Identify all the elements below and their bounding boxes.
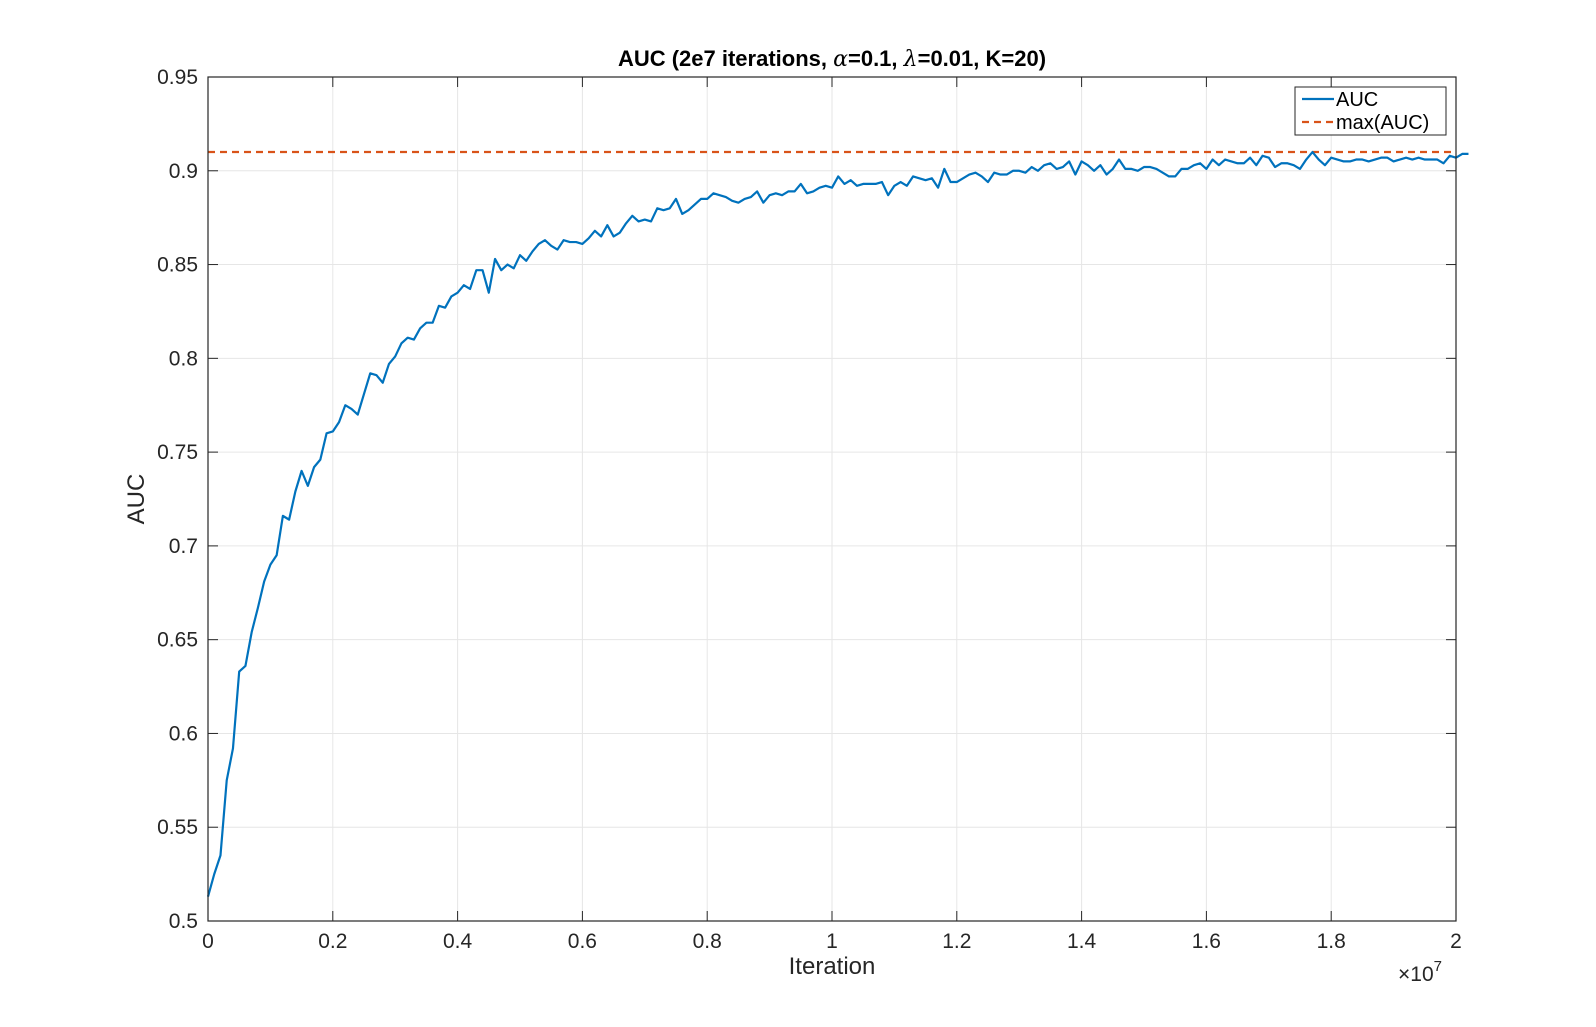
x-tick-label: 0.6 bbox=[568, 930, 597, 953]
x-tick-label: 1.2 bbox=[942, 930, 971, 953]
legend-label-max-auc: max(AUC) bbox=[1336, 112, 1429, 134]
y-tick-label: 0.6 bbox=[169, 722, 198, 745]
legend: AUC max(AUC) bbox=[1294, 86, 1447, 136]
title-prefix: AUC (2e7 iterations, bbox=[618, 46, 833, 71]
series-line-auc bbox=[206, 150, 1469, 897]
grid bbox=[208, 77, 1456, 921]
y-tick-label: 0.7 bbox=[169, 535, 198, 558]
axes-box bbox=[207, 76, 1457, 922]
y-tick-label: 0.9 bbox=[169, 160, 198, 183]
x-tick-label: 0.4 bbox=[443, 930, 473, 953]
series bbox=[206, 150, 1469, 897]
title-lambda-symbol: λ bbox=[903, 47, 918, 72]
y-tick-labels: 0.5 0.55 0.6 0.65 0.7 0.75 0.8 0.85 0.9 0.95 bbox=[157, 66, 198, 933]
x-exponent-power: 7 bbox=[1434, 958, 1442, 975]
title-alpha-symbol: α bbox=[833, 47, 848, 72]
x-tick-label: 0.8 bbox=[693, 930, 722, 953]
x-tick-label: 1 bbox=[826, 930, 838, 953]
x-exponent-base: ×10 bbox=[1398, 963, 1434, 986]
y-tick-label: 0.55 bbox=[157, 816, 198, 839]
y-tick-label: 0.5 bbox=[169, 910, 198, 933]
y-tick-label: 0.95 bbox=[157, 66, 198, 89]
title-middle: =0.1, bbox=[848, 46, 904, 71]
y-tick-label: 0.85 bbox=[157, 254, 198, 277]
x-tick-label: 1.8 bbox=[1317, 930, 1346, 953]
y-tick-label: 0.65 bbox=[157, 629, 198, 652]
x-tick-labels: 0 0.2 0.4 0.6 0.8 1 1.2 1.4 1.6 1.8 2 bbox=[202, 930, 1462, 953]
x-axis-label: Iteration bbox=[789, 953, 876, 980]
x-tick-label: 2 bbox=[1450, 930, 1462, 953]
title-suffix: =0.01, K=20) bbox=[918, 46, 1046, 71]
y-tick-label: 0.8 bbox=[169, 347, 198, 370]
chart-title: AUC (2e7 iterations, α=0.1, λ=0.01, K=20… bbox=[618, 46, 1046, 72]
legend-box bbox=[1294, 86, 1447, 136]
x-tick-label: 0 bbox=[202, 930, 214, 953]
legend-label-auc: AUC bbox=[1336, 89, 1378, 111]
y-tick-label: 0.75 bbox=[157, 441, 198, 464]
x-tick-label: 1.4 bbox=[1067, 930, 1097, 953]
x-tick-label: 0.2 bbox=[318, 930, 347, 953]
x-exponent-label: ×107 bbox=[1398, 958, 1442, 986]
x-tick-label: 1.6 bbox=[1192, 930, 1221, 953]
y-axis-label: AUC bbox=[123, 474, 150, 525]
